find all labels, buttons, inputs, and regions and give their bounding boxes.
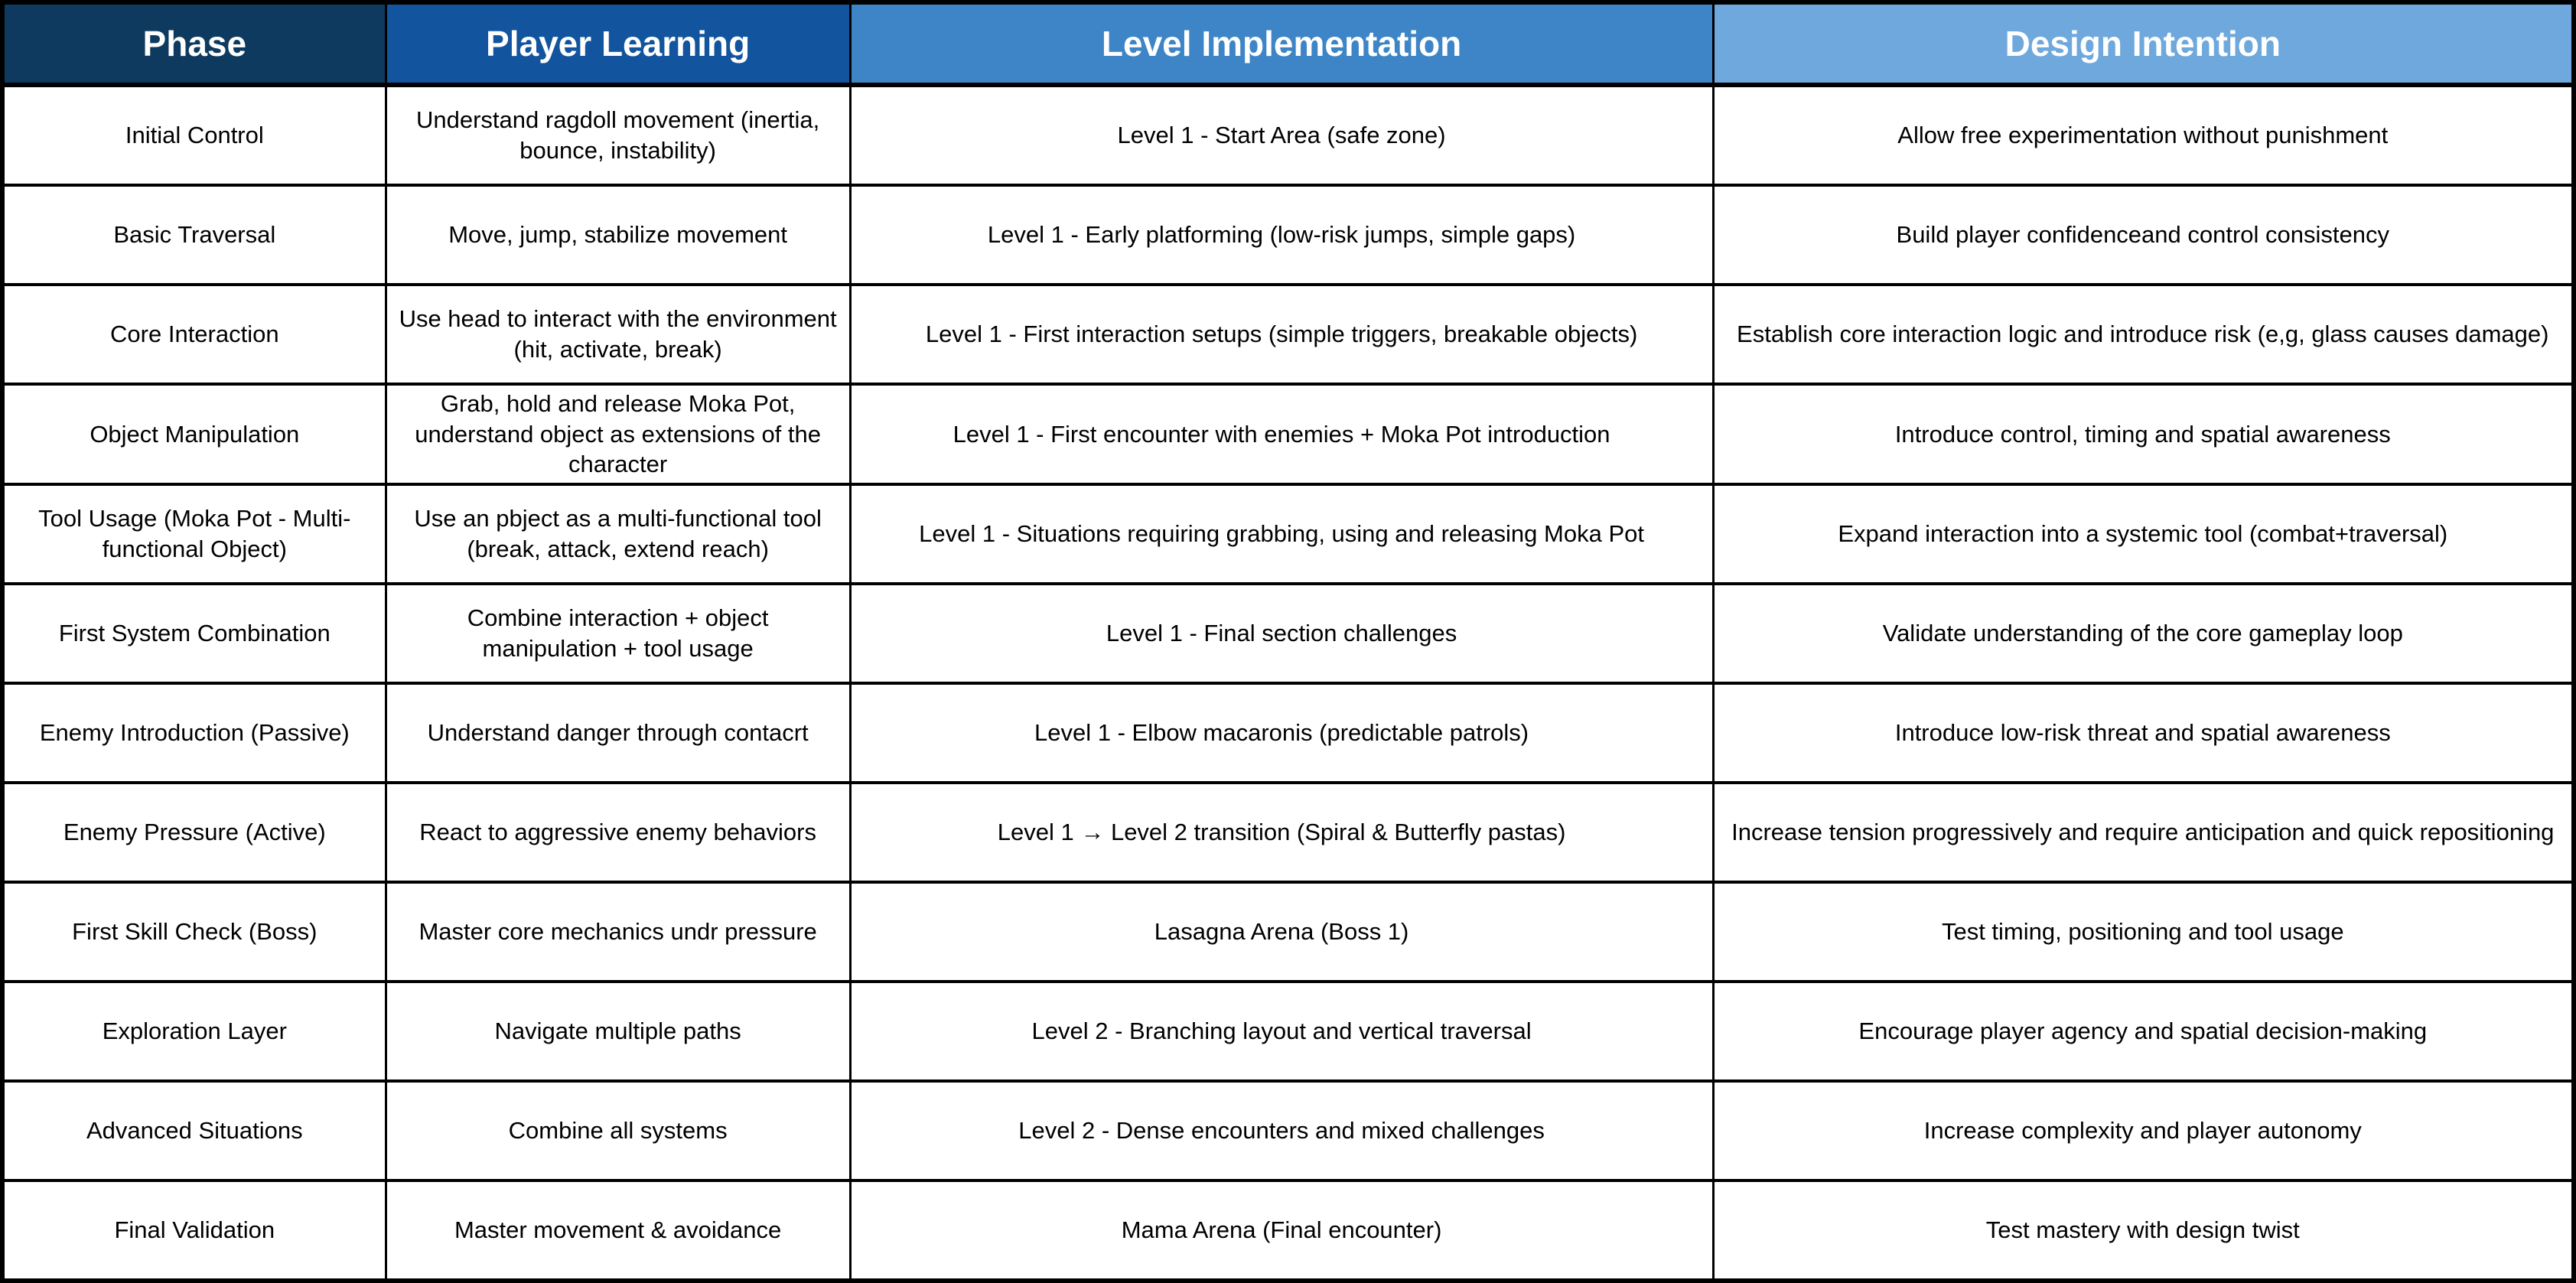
cell-phase: First System Combination <box>1 582 387 685</box>
cell-level-implementation: Level 2 - Dense encounters and mixed cha… <box>848 1079 1715 1183</box>
cell-level-implementation: Level 1 - First interaction setups (simp… <box>848 283 1715 386</box>
cell-player-learning: Use an pbject as a multi-functional tool… <box>384 483 852 586</box>
cell-design-intention: Test timing, positioning and tool usage <box>1711 881 2575 984</box>
cell-design-intention: Test mastery with design twist <box>1711 1179 2575 1283</box>
cell-player-learning: Master core mechanics undr pressure <box>384 881 852 984</box>
cell-phase: Basic Traversal <box>1 184 387 286</box>
cell-level-implementation: Level 1 - Final section challenges <box>848 582 1715 685</box>
cell-player-learning: Navigate multiple paths <box>384 980 852 1083</box>
cell-phase: Final Validation <box>1 1179 387 1283</box>
cell-level-implementation: Lasagna Arena (Boss 1) <box>848 881 1715 984</box>
cell-phase: First Skill Check (Boss) <box>1 881 387 984</box>
cell-design-intention: Encourage player agency and spatial deci… <box>1711 980 2575 1083</box>
table-row: Object Manipulation Grab, hold and releas… <box>1 382 2575 487</box>
cell-player-learning: Use head to interact with the environmen… <box>384 283 852 386</box>
column-header-level-implementation: Level Implementation <box>848 1 1715 87</box>
cell-design-intention: Introduce low-risk threat and spatial aw… <box>1711 682 2575 785</box>
cell-player-learning: Master movement & avoidance <box>384 1179 852 1283</box>
cell-level-implementation: Level 1 - First encounter with enemies +… <box>848 382 1715 487</box>
cell-phase: Initial Control <box>1 83 387 187</box>
table-row: Initial Control Understand ragdoll moveme… <box>1 83 2575 187</box>
cell-player-learning: Move, jump, stabilize movement <box>384 184 852 286</box>
cell-design-intention: Establish core interaction logic and int… <box>1711 283 2575 386</box>
cell-level-implementation: Level 1 - Elbow macaronis (predictable p… <box>848 682 1715 785</box>
cell-player-learning: Grab, hold and release Moka Pot, underst… <box>384 382 852 487</box>
header-row: Phase Player Learning Level Implementati… <box>1 1 2575 87</box>
cell-phase: Enemy Introduction (Passive) <box>1 682 387 785</box>
table-row: Enemy Introduction (Passive) Understand d… <box>1 682 2575 785</box>
cell-player-learning: Understand danger through contacrt <box>384 682 852 785</box>
table-row: First Skill Check (Boss) Master core mech… <box>1 881 2575 984</box>
table-row: Core Interaction Use head to interact wit… <box>1 283 2575 386</box>
column-header-player-learning: Player Learning <box>384 1 852 87</box>
cell-player-learning: Combine all systems <box>384 1079 852 1183</box>
cell-level-implementation: Level 1 - Early platforming (low-risk ju… <box>848 184 1715 286</box>
column-header-phase: Phase <box>1 1 387 87</box>
cell-player-learning: Understand ragdoll movement (inertia, bo… <box>384 83 852 187</box>
cell-level-implementation: Mama Arena (Final encounter) <box>848 1179 1715 1283</box>
table-row: First System Combination Combine interact… <box>1 582 2575 685</box>
cell-design-intention: Introduce control, timing and spatial aw… <box>1711 382 2575 487</box>
cell-level-implementation: Level 2 - Branching layout and vertical … <box>848 980 1715 1083</box>
cell-phase: Advanced Situations <box>1 1079 387 1183</box>
table-row: Final Validation Master movement & avoida… <box>1 1179 2575 1283</box>
column-header-design-intention: Design Intention <box>1711 1 2575 87</box>
cell-design-intention: Increase tension progressively and requi… <box>1711 781 2575 884</box>
cell-player-learning: Combine interaction + object manipulatio… <box>384 582 852 685</box>
table-row: Exploration Layer Navigate multiple paths… <box>1 980 2575 1083</box>
cell-phase: Exploration Layer <box>1 980 387 1083</box>
table-body: Initial Control Understand ragdoll moveme… <box>1 83 2575 1283</box>
table-row: Advanced Situations Combine all systems Le… <box>1 1079 2575 1183</box>
cell-design-intention: Validate understanding of the core gamep… <box>1711 582 2575 685</box>
table-row: Basic Traversal Move, jump, stabilize mov… <box>1 184 2575 286</box>
cell-design-intention: Expand interaction into a systemic tool … <box>1711 483 2575 586</box>
cell-phase: Tool Usage (Moka Pot - Multi-functional … <box>1 483 387 586</box>
cell-phase: Core Interaction <box>1 283 387 386</box>
cell-phase: Object Manipulation <box>1 382 387 487</box>
cell-player-learning: React to aggressive enemy behaviors <box>384 781 852 884</box>
cell-level-implementation: Level 1 - Start Area (safe zone) <box>848 83 1715 187</box>
table-row: Enemy Pressure (Active) React to aggressi… <box>1 781 2575 884</box>
table-header: Phase Player Learning Level Implementati… <box>1 1 2575 87</box>
cell-design-intention: Increase complexity and player autonomy <box>1711 1079 2575 1183</box>
cell-design-intention: Allow free experimentation without punis… <box>1711 83 2575 187</box>
table-row: Tool Usage (Moka Pot - Multi-functional … <box>1 483 2575 586</box>
cell-level-implementation: Level 1 - Situations requiring grabbing,… <box>848 483 1715 586</box>
cell-design-intention: Build player confidenceand control consi… <box>1711 184 2575 286</box>
cell-phase: Enemy Pressure (Active) <box>1 781 387 884</box>
cell-level-implementation: Level 1 → Level 2 transition (Spiral & B… <box>848 781 1715 884</box>
